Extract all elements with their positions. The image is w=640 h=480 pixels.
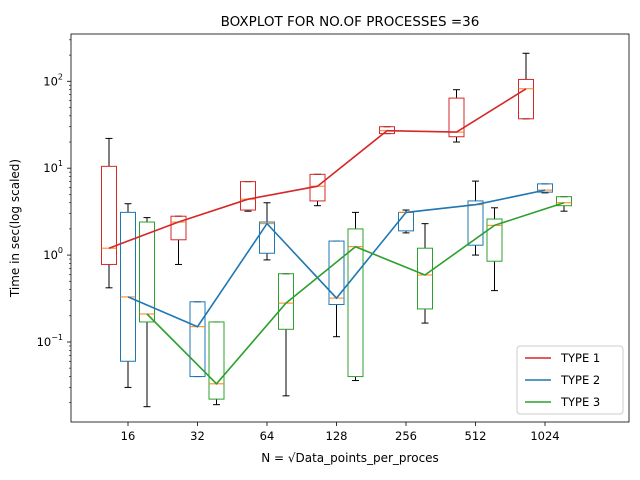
box-body bbox=[278, 273, 294, 330]
box-body bbox=[467, 200, 484, 246]
box-type-2-64 bbox=[259, 202, 275, 261]
box-type-3-1024 bbox=[556, 196, 572, 212]
box-type-1-16 bbox=[101, 137, 117, 289]
legend-frame bbox=[516, 345, 624, 415]
box-type-2-1024 bbox=[537, 183, 553, 194]
box-body bbox=[208, 321, 225, 400]
series-line-type-2 bbox=[127, 189, 546, 328]
x-tick-label: 16 bbox=[121, 429, 136, 443]
legend: TYPE 1 TYPE 2 TYPE 3 bbox=[516, 345, 624, 415]
box-body bbox=[556, 196, 572, 207]
legend-label: TYPE 3 bbox=[560, 395, 600, 409]
x-tick-label: 128 bbox=[326, 429, 348, 443]
box-body bbox=[417, 247, 433, 310]
box-type-2-16 bbox=[120, 203, 136, 388]
box-body bbox=[240, 181, 256, 211]
x-tick-label: 256 bbox=[395, 429, 417, 443]
x-tick-label: 64 bbox=[260, 429, 275, 443]
y-tick-exponent: 0 bbox=[58, 246, 63, 255]
box-body bbox=[328, 240, 345, 305]
plot-layer bbox=[101, 52, 572, 408]
box-type-1-1024 bbox=[518, 52, 534, 120]
y-tick-exponent: 1 bbox=[58, 159, 63, 168]
y-tick-base: 10 bbox=[37, 335, 52, 349]
box-type-2-32 bbox=[189, 301, 206, 378]
legend-label: TYPE 2 bbox=[560, 373, 600, 387]
x-tick-label: 1024 bbox=[530, 429, 559, 443]
box-body bbox=[170, 215, 187, 241]
y-tick-label: 102 bbox=[43, 72, 63, 88]
x-axis-label: N = √Data_points_per_proces bbox=[261, 451, 439, 465]
y-tick-base: 10 bbox=[43, 161, 58, 175]
x-tick-label: 32 bbox=[190, 429, 205, 443]
box-body bbox=[259, 221, 275, 254]
y-tick-base: 10 bbox=[43, 248, 58, 262]
box-body bbox=[189, 301, 206, 378]
y-tick-exponent: −1 bbox=[51, 333, 63, 342]
y-tick-label: 100 bbox=[43, 246, 63, 262]
chart-title: BOXPLOT FOR NO.OF PROCESSES =36 bbox=[221, 14, 480, 30]
box-body bbox=[518, 78, 534, 120]
legend-label: TYPE 1 bbox=[560, 351, 600, 365]
box-body bbox=[486, 218, 503, 262]
box-body bbox=[537, 183, 553, 193]
y-tick-base: 10 bbox=[43, 74, 58, 88]
box-body bbox=[448, 97, 465, 138]
x-tick-label: 512 bbox=[465, 429, 487, 443]
box-body bbox=[139, 221, 155, 323]
y-tick-label: 10−1 bbox=[37, 333, 63, 349]
plot-frame bbox=[70, 33, 630, 423]
y-tick-label: 101 bbox=[43, 159, 63, 175]
box-type-1-32 bbox=[170, 215, 187, 265]
series-line-type-3 bbox=[146, 202, 565, 385]
y-axis-label: Time in sec(log scaled) bbox=[8, 159, 22, 298]
box-body bbox=[101, 165, 117, 265]
box-type-3-16 bbox=[139, 217, 155, 408]
series-line-type-1 bbox=[108, 88, 527, 249]
box-body bbox=[120, 211, 136, 362]
box-body bbox=[347, 228, 364, 378]
box-type-2-512 bbox=[467, 180, 484, 256]
y-tick-exponent: 2 bbox=[58, 72, 63, 81]
